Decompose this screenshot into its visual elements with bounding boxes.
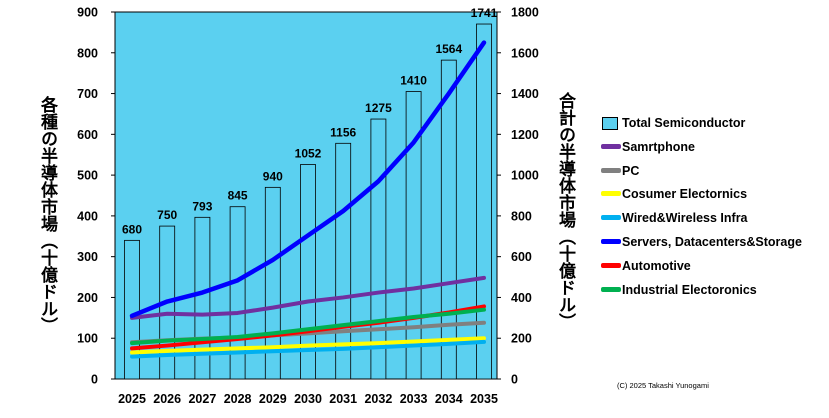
y-right-tick-label: 400 — [511, 291, 532, 305]
bar-total-2034 — [440, 59, 457, 380]
legend-line-swatch — [601, 262, 621, 268]
y-right-tick-label: 0 — [511, 373, 518, 387]
legend-line-swatch — [601, 215, 621, 221]
x-tick-label: 2034 — [435, 392, 463, 406]
legend-label: Cosumer Electornics — [622, 187, 748, 202]
y-right-tick-label: 1000 — [511, 169, 539, 183]
bar-data-label: 1275 — [365, 101, 392, 115]
y-left-tick-label: 0 — [91, 373, 98, 387]
legend-line-swatch — [601, 238, 621, 244]
bar-data-label: 1156 — [330, 125, 356, 139]
x-tick-label: 2025 — [118, 392, 146, 406]
bar-total-2030 — [300, 164, 316, 380]
x-tick-label: 2027 — [188, 392, 216, 406]
legend-label: PC — [622, 163, 640, 178]
x-tick-label: 2033 — [400, 392, 428, 406]
y-right-tick-label: 1600 — [511, 46, 539, 60]
y-right-tick-label: 1800 — [511, 6, 539, 20]
y-right-tick-label: 800 — [511, 209, 532, 223]
y-right-tick-label: 1400 — [511, 87, 539, 101]
x-tick-label: 2026 — [153, 392, 181, 406]
bar-total-2032 — [370, 118, 387, 380]
bar-data-label: 680 — [122, 222, 142, 236]
y-axis-left-label: 各種の半導体市場（十億ドル） — [37, 96, 57, 334]
copyright-text: (C) 2025 Takashi Yunogami — [617, 381, 709, 390]
x-tick-label: 2035 — [470, 392, 498, 406]
legend-line-swatch — [601, 143, 621, 149]
legend-line-swatch — [601, 191, 621, 197]
legend-label: Automotive — [622, 258, 691, 273]
x-tick-label: 2031 — [329, 392, 357, 406]
bar-data-label: 940 — [263, 169, 283, 183]
x-tick-label: 2028 — [224, 392, 252, 406]
line-series-3 — [130, 339, 486, 359]
line-series-2 — [130, 336, 486, 355]
line-series-6 — [130, 307, 486, 346]
y-left-tick-label: 600 — [77, 128, 98, 142]
legend-label: Samrtphone — [622, 139, 695, 154]
bar-total-2035 — [476, 23, 492, 380]
line-series-4 — [129, 40, 487, 319]
legend-label: Wired&Wireless Infra — [622, 211, 748, 226]
bar-data-label: 1741 — [471, 6, 498, 20]
y-left-tick-label: 400 — [77, 209, 98, 223]
x-tick-label: 2030 — [294, 392, 322, 406]
y-left-tick-label: 800 — [77, 46, 98, 60]
bar-data-label: 845 — [228, 189, 248, 203]
legend-label: Servers, Datacenters&Storage — [622, 234, 802, 249]
y-left-tick-label: 700 — [77, 87, 98, 101]
bar-data-label: 1410 — [400, 74, 427, 88]
y-left-tick-label: 100 — [77, 332, 98, 346]
bar-data-label: 750 — [157, 208, 177, 222]
y-right-tick-label: 200 — [511, 332, 532, 346]
y-left-tick-label: 200 — [77, 291, 98, 305]
bar-total-2031 — [335, 142, 352, 380]
legend-label: Total Semiconductor — [622, 116, 746, 130]
y-left-tick-label: 500 — [77, 169, 98, 183]
y-left-tick-label: 300 — [77, 250, 98, 264]
y-left-tick-label: 900 — [77, 6, 98, 20]
bar-data-label: 1564 — [435, 42, 462, 56]
y-right-tick-label: 1200 — [511, 128, 539, 142]
legend-line-swatch — [601, 286, 621, 292]
bar-total-2033 — [405, 91, 422, 380]
x-tick-label: 2032 — [364, 392, 392, 406]
legend-bar-swatch — [602, 117, 618, 130]
y-axis-right-label: 合計の半導体市場（十億ドル） — [555, 92, 575, 330]
bar-data-label: 793 — [192, 199, 212, 213]
legend-label: Industrial Electoronics — [622, 282, 757, 297]
y-right-tick-label: 600 — [511, 250, 532, 264]
bar-data-label: 1052 — [295, 147, 322, 161]
legend-line-swatch — [601, 167, 621, 173]
line-series-0 — [130, 275, 486, 320]
x-tick-label: 2029 — [259, 392, 287, 406]
